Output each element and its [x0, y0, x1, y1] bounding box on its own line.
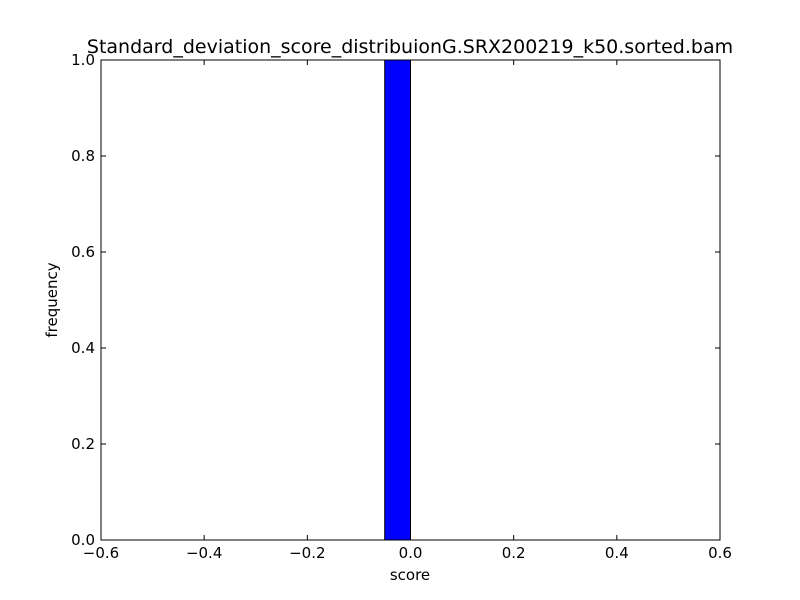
y-tick-label: 0.2	[71, 435, 95, 453]
x-tick-label: −0.6	[83, 544, 119, 562]
y-tick-label: 0.4	[71, 339, 95, 357]
x-tick-label: 0.4	[605, 544, 629, 562]
y-tick-label: 1.0	[71, 51, 95, 69]
x-tick-label: −0.2	[289, 544, 325, 562]
x-tick-label: −0.4	[186, 544, 222, 562]
x-tick-label: 0.6	[708, 544, 732, 562]
y-tick-label: 0.0	[71, 531, 95, 549]
x-axis-label: score	[390, 566, 430, 584]
y-axis-ticks: 0.0 0.2 0.4 0.6 0.8 1.0	[71, 51, 720, 549]
histogram-bar	[384, 59, 412, 541]
x-tick-label: 0.0	[399, 544, 423, 562]
y-tick-label: 0.6	[71, 243, 95, 261]
chart-title: Standard_deviation_score_distribuionG.SR…	[87, 36, 733, 58]
x-tick-label: 0.2	[502, 544, 526, 562]
y-axis-label: frequency	[43, 262, 61, 337]
x-axis-ticks: −0.6 −0.4 −0.2 0.0 0.2 0.4 0.6	[83, 60, 732, 562]
bars-group	[384, 59, 412, 541]
y-tick-label: 0.8	[71, 147, 95, 165]
